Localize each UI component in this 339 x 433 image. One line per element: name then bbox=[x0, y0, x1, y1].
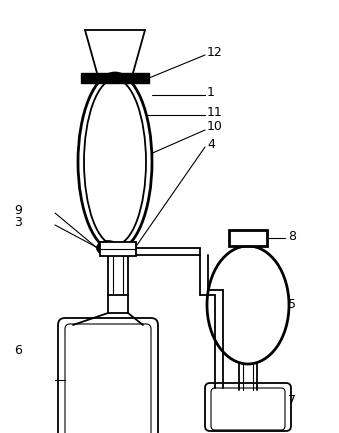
Text: 9: 9 bbox=[14, 204, 22, 216]
Text: 8: 8 bbox=[288, 230, 296, 243]
FancyBboxPatch shape bbox=[58, 318, 158, 433]
Text: 5: 5 bbox=[288, 298, 296, 311]
Bar bbox=[81, 73, 149, 83]
Ellipse shape bbox=[78, 73, 152, 251]
Ellipse shape bbox=[97, 241, 119, 255]
Text: 3: 3 bbox=[14, 216, 22, 229]
Text: 10: 10 bbox=[207, 120, 223, 133]
FancyBboxPatch shape bbox=[211, 388, 285, 430]
Bar bbox=[100, 242, 136, 256]
FancyBboxPatch shape bbox=[205, 383, 291, 431]
Text: 1: 1 bbox=[207, 85, 215, 98]
Text: 7: 7 bbox=[288, 394, 296, 407]
Bar bbox=[229, 230, 267, 246]
Ellipse shape bbox=[207, 246, 289, 364]
FancyBboxPatch shape bbox=[65, 324, 151, 433]
Text: 6: 6 bbox=[14, 343, 22, 356]
Text: 4: 4 bbox=[207, 138, 215, 151]
Text: 12: 12 bbox=[207, 45, 223, 58]
Bar bbox=[108, 295, 128, 313]
Text: 11: 11 bbox=[207, 106, 223, 119]
